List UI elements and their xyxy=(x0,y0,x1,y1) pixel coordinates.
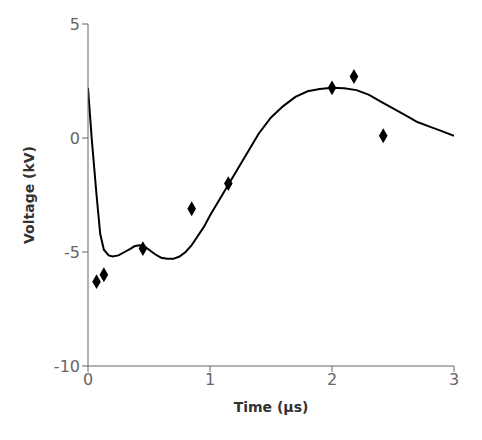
svg-text:0: 0 xyxy=(83,370,93,389)
svg-text:5: 5 xyxy=(70,15,80,34)
svg-text:-10: -10 xyxy=(54,357,80,376)
svg-text:-5: -5 xyxy=(64,243,80,262)
svg-text:1: 1 xyxy=(205,370,215,389)
svg-text:0: 0 xyxy=(70,129,80,148)
svg-text:2: 2 xyxy=(327,370,337,389)
svg-text:Time (μs): Time (μs) xyxy=(234,399,309,415)
svg-text:3: 3 xyxy=(449,370,459,389)
svg-text:Voltage (kV): Voltage (kV) xyxy=(21,146,37,244)
